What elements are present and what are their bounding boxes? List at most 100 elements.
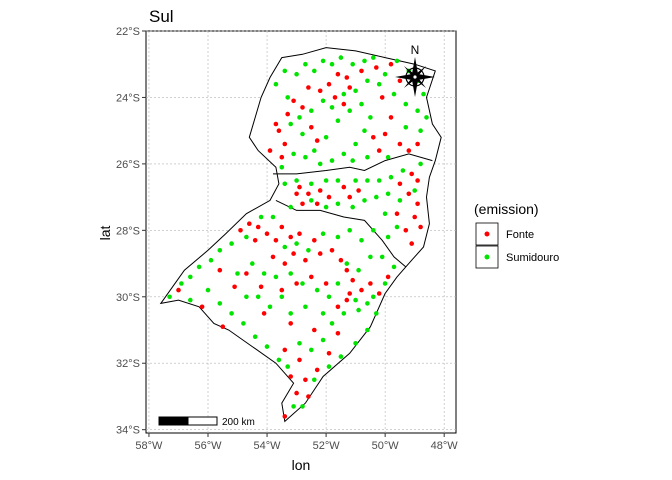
- point-fonte: [282, 347, 288, 353]
- point-sumidouro: [312, 68, 317, 74]
- point-fonte: [303, 257, 308, 263]
- y-axis-ticks: 22°S 24°S 26°S 28°S 30°S 32°S 34°S: [116, 26, 146, 437]
- point-sumidouro: [382, 71, 388, 77]
- point-fonte: [297, 231, 302, 236]
- point-sumidouro: [314, 287, 320, 293]
- point-fonte: [285, 111, 291, 117]
- compass-east-point: [415, 74, 435, 80]
- point-fonte: [323, 281, 329, 286]
- emission-points: [167, 55, 429, 419]
- point-fonte: [276, 128, 282, 133]
- point-fonte: [397, 141, 403, 147]
- point-sumidouro: [285, 95, 291, 100]
- point-fonte: [247, 221, 252, 226]
- point-sumidouro: [394, 58, 400, 64]
- point-fonte: [220, 324, 226, 330]
- point-sumidouro: [291, 404, 296, 409]
- point-sumidouro: [391, 91, 397, 97]
- point-sumidouro: [335, 178, 341, 183]
- point-sumidouro: [276, 357, 282, 363]
- point-sumidouro: [264, 344, 270, 349]
- compass-center: [412, 74, 418, 80]
- compass-south-point: [412, 77, 418, 97]
- point-fonte: [382, 131, 388, 137]
- point-sumidouro: [335, 201, 341, 207]
- point-sumidouro: [303, 61, 308, 67]
- point-sumidouro: [335, 118, 341, 123]
- point-sumidouro: [285, 364, 291, 369]
- point-fonte: [309, 125, 314, 130]
- point-sumidouro: [350, 204, 356, 210]
- y-tick-label: 24°S: [116, 92, 140, 104]
- point-sumidouro: [320, 98, 326, 104]
- point-fonte: [294, 390, 299, 396]
- point-sumidouro: [371, 294, 376, 300]
- point-sumidouro: [244, 234, 249, 240]
- point-sumidouro: [374, 311, 379, 316]
- point-fonte: [244, 271, 249, 276]
- point-fonte: [252, 238, 258, 243]
- point-fonte: [374, 65, 379, 70]
- point-fonte: [279, 154, 285, 160]
- point-fonte: [409, 171, 415, 177]
- point-sumidouro: [303, 304, 308, 310]
- point-fonte: [297, 184, 302, 190]
- point-sumidouro: [418, 128, 423, 133]
- point-sumidouro: [320, 231, 326, 236]
- legend: (emission) Fonte Sumidouro: [474, 201, 559, 269]
- point-sumidouro: [371, 228, 376, 233]
- point-fonte: [267, 148, 273, 153]
- compass-north-point: [412, 57, 418, 77]
- point-fonte: [376, 148, 382, 153]
- legend-title: (emission): [474, 201, 539, 217]
- point-sumidouro: [329, 158, 335, 163]
- scale-bar-label: 200 km: [222, 417, 255, 428]
- point-sumidouro: [382, 211, 388, 216]
- point-fonte: [282, 261, 288, 266]
- point-sumidouro: [341, 151, 347, 157]
- point-sumidouro: [258, 214, 264, 220]
- point-sumidouro: [356, 267, 361, 273]
- point-fonte: [297, 357, 302, 363]
- state-border: [275, 199, 407, 268]
- point-fonte: [376, 291, 382, 296]
- y-tick-label: 26°S: [116, 159, 140, 171]
- point-sumidouro: [350, 61, 356, 67]
- point-fonte: [294, 191, 299, 197]
- scale-bar-black-segment: [158, 416, 189, 426]
- point-fonte: [326, 194, 332, 200]
- point-sumidouro: [309, 181, 314, 187]
- x-tick-label: 48°W: [431, 440, 459, 452]
- point-fonte: [359, 287, 364, 293]
- point-fonte: [415, 141, 420, 147]
- point-sumidouro: [167, 294, 172, 300]
- point-sumidouro: [362, 198, 367, 203]
- point-fonte: [397, 78, 403, 84]
- point-sumidouro: [320, 58, 326, 64]
- point-sumidouro: [288, 204, 294, 210]
- point-sumidouro: [179, 281, 184, 286]
- scale-bar-white-segment: [187, 416, 218, 426]
- point-fonte: [314, 201, 320, 207]
- point-fonte: [341, 101, 347, 107]
- point-fonte: [326, 351, 332, 356]
- compass-west-point: [395, 74, 415, 80]
- point-fonte: [270, 254, 276, 260]
- point-sumidouro: [312, 148, 317, 153]
- point-sumidouro: [353, 178, 358, 183]
- point-sumidouro: [288, 311, 294, 316]
- point-sumidouro: [291, 151, 296, 157]
- point-sumidouro: [326, 294, 332, 300]
- point-fonte: [199, 304, 205, 310]
- point-sumidouro: [235, 271, 240, 276]
- point-sumidouro: [329, 321, 335, 326]
- point-sumidouro: [229, 241, 234, 246]
- point-fonte: [314, 138, 320, 143]
- point-fonte: [312, 238, 317, 243]
- point-sumidouro: [279, 164, 285, 170]
- point-fonte: [394, 211, 400, 216]
- point-fonte: [294, 281, 299, 286]
- point-sumidouro: [400, 168, 406, 173]
- x-tick-label: 56°W: [194, 440, 222, 452]
- point-fonte: [347, 85, 353, 90]
